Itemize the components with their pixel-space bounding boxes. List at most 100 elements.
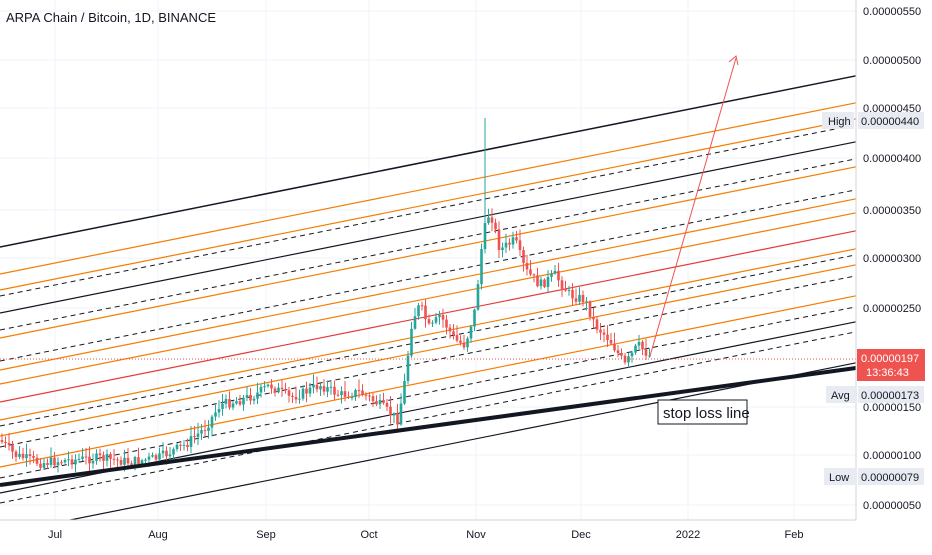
fib-level-line <box>0 198 857 371</box>
candle-body <box>84 456 88 458</box>
candle-body <box>417 305 420 317</box>
candle-body <box>522 250 525 263</box>
candle-body <box>501 247 504 251</box>
candle-body <box>7 442 11 445</box>
channel-midline <box>0 230 857 403</box>
candle-body <box>378 400 382 405</box>
candle-body <box>606 334 609 341</box>
candle-body <box>609 340 613 344</box>
candle-body <box>361 390 364 395</box>
candle-body <box>91 460 95 464</box>
channel-inner-line <box>0 141 857 314</box>
candle-body <box>427 319 431 324</box>
fib-dashed-line <box>0 306 857 479</box>
candle-body <box>343 391 347 397</box>
candle-body <box>273 388 277 393</box>
candle-body <box>70 459 74 465</box>
candle-body <box>81 456 84 459</box>
candle-body <box>284 389 287 391</box>
candle-body <box>571 289 574 299</box>
time-tick-label: Nov <box>466 529 486 541</box>
fib-dashed-line <box>0 254 857 427</box>
candle-body <box>165 450 168 457</box>
candle-body <box>294 396 298 400</box>
candle-body <box>224 399 228 404</box>
chart-title: ARPA Chain / Bitcoin, 1D, BINANCE <box>6 10 216 25</box>
candles <box>0 118 651 473</box>
candle-body <box>49 457 53 465</box>
candle-body <box>235 401 238 404</box>
candle-body <box>221 403 224 410</box>
channel-lower-line <box>0 362 857 535</box>
candle-body <box>21 453 25 459</box>
candle-body <box>203 430 207 432</box>
fib-level-line <box>0 212 857 385</box>
candle-body <box>158 453 161 460</box>
overlay <box>0 55 857 487</box>
candle-body <box>126 457 130 464</box>
candle-body <box>648 355 651 357</box>
candle-body <box>333 386 336 395</box>
candle-body <box>637 341 641 346</box>
candle-body <box>595 319 599 330</box>
candle-body <box>123 457 126 465</box>
candle-body <box>109 454 112 459</box>
candle-body <box>168 454 172 457</box>
candle-body <box>511 237 515 245</box>
stop-loss-annotation[interactable]: stop loss line <box>657 399 750 425</box>
candle-body <box>368 395 371 397</box>
time-tick-label: Feb <box>785 529 804 541</box>
candle-body <box>518 240 522 251</box>
candle-body <box>634 345 637 353</box>
time-tick-label: Aug <box>148 529 168 541</box>
candle-body <box>644 349 648 356</box>
price-axis[interactable]: 0.000005500.000005000.000004500.00000400… <box>863 6 921 512</box>
candle-body <box>490 217 494 223</box>
candle-body <box>574 298 578 302</box>
candle-body <box>249 394 252 401</box>
candle-body <box>438 314 441 318</box>
candle-body <box>217 409 221 413</box>
candle-body <box>354 390 357 398</box>
time-tick-label: Jul <box>48 529 62 541</box>
time-axis[interactable]: Jul Aug Sep Oct Nov Dec 2022 Feb <box>48 529 804 541</box>
candle-body <box>392 413 396 416</box>
candle-body <box>476 284 480 310</box>
candle-body <box>424 305 427 320</box>
candle-body <box>308 387 312 394</box>
candle-body <box>315 384 319 390</box>
candle-body <box>382 400 385 403</box>
candle-body <box>46 463 49 465</box>
candle-body <box>53 457 56 466</box>
candle-body <box>630 352 634 357</box>
fib-dashed-line <box>0 124 857 297</box>
candle-body <box>32 456 35 458</box>
candle-body <box>95 453 98 461</box>
price-tick-label: 0.00000400 <box>863 153 921 165</box>
candle-body <box>357 390 361 392</box>
candle-body <box>133 457 137 466</box>
candle-body <box>130 463 133 466</box>
time-tick-label: Sep <box>256 529 276 541</box>
stop-loss-line <box>0 366 857 487</box>
candle-body <box>578 294 581 302</box>
candle-body <box>312 384 315 388</box>
candle-body <box>616 350 620 354</box>
candle-body <box>459 340 462 343</box>
candle-body <box>371 396 375 402</box>
channel-lines <box>0 75 857 535</box>
candle-body <box>585 301 588 303</box>
avg-value: 0.00000173 <box>861 390 919 402</box>
candle-body <box>322 386 326 392</box>
candle-body <box>410 328 413 356</box>
candle-body <box>151 455 154 457</box>
candle-body <box>641 341 644 350</box>
candle-body <box>326 387 329 392</box>
projection-arrowhead <box>728 55 739 66</box>
candle-body <box>182 444 186 446</box>
candle-body <box>196 433 200 437</box>
channel-upper-line <box>0 75 857 248</box>
price-tick-label: 0.00000150 <box>863 402 921 414</box>
candle-body <box>88 456 91 464</box>
